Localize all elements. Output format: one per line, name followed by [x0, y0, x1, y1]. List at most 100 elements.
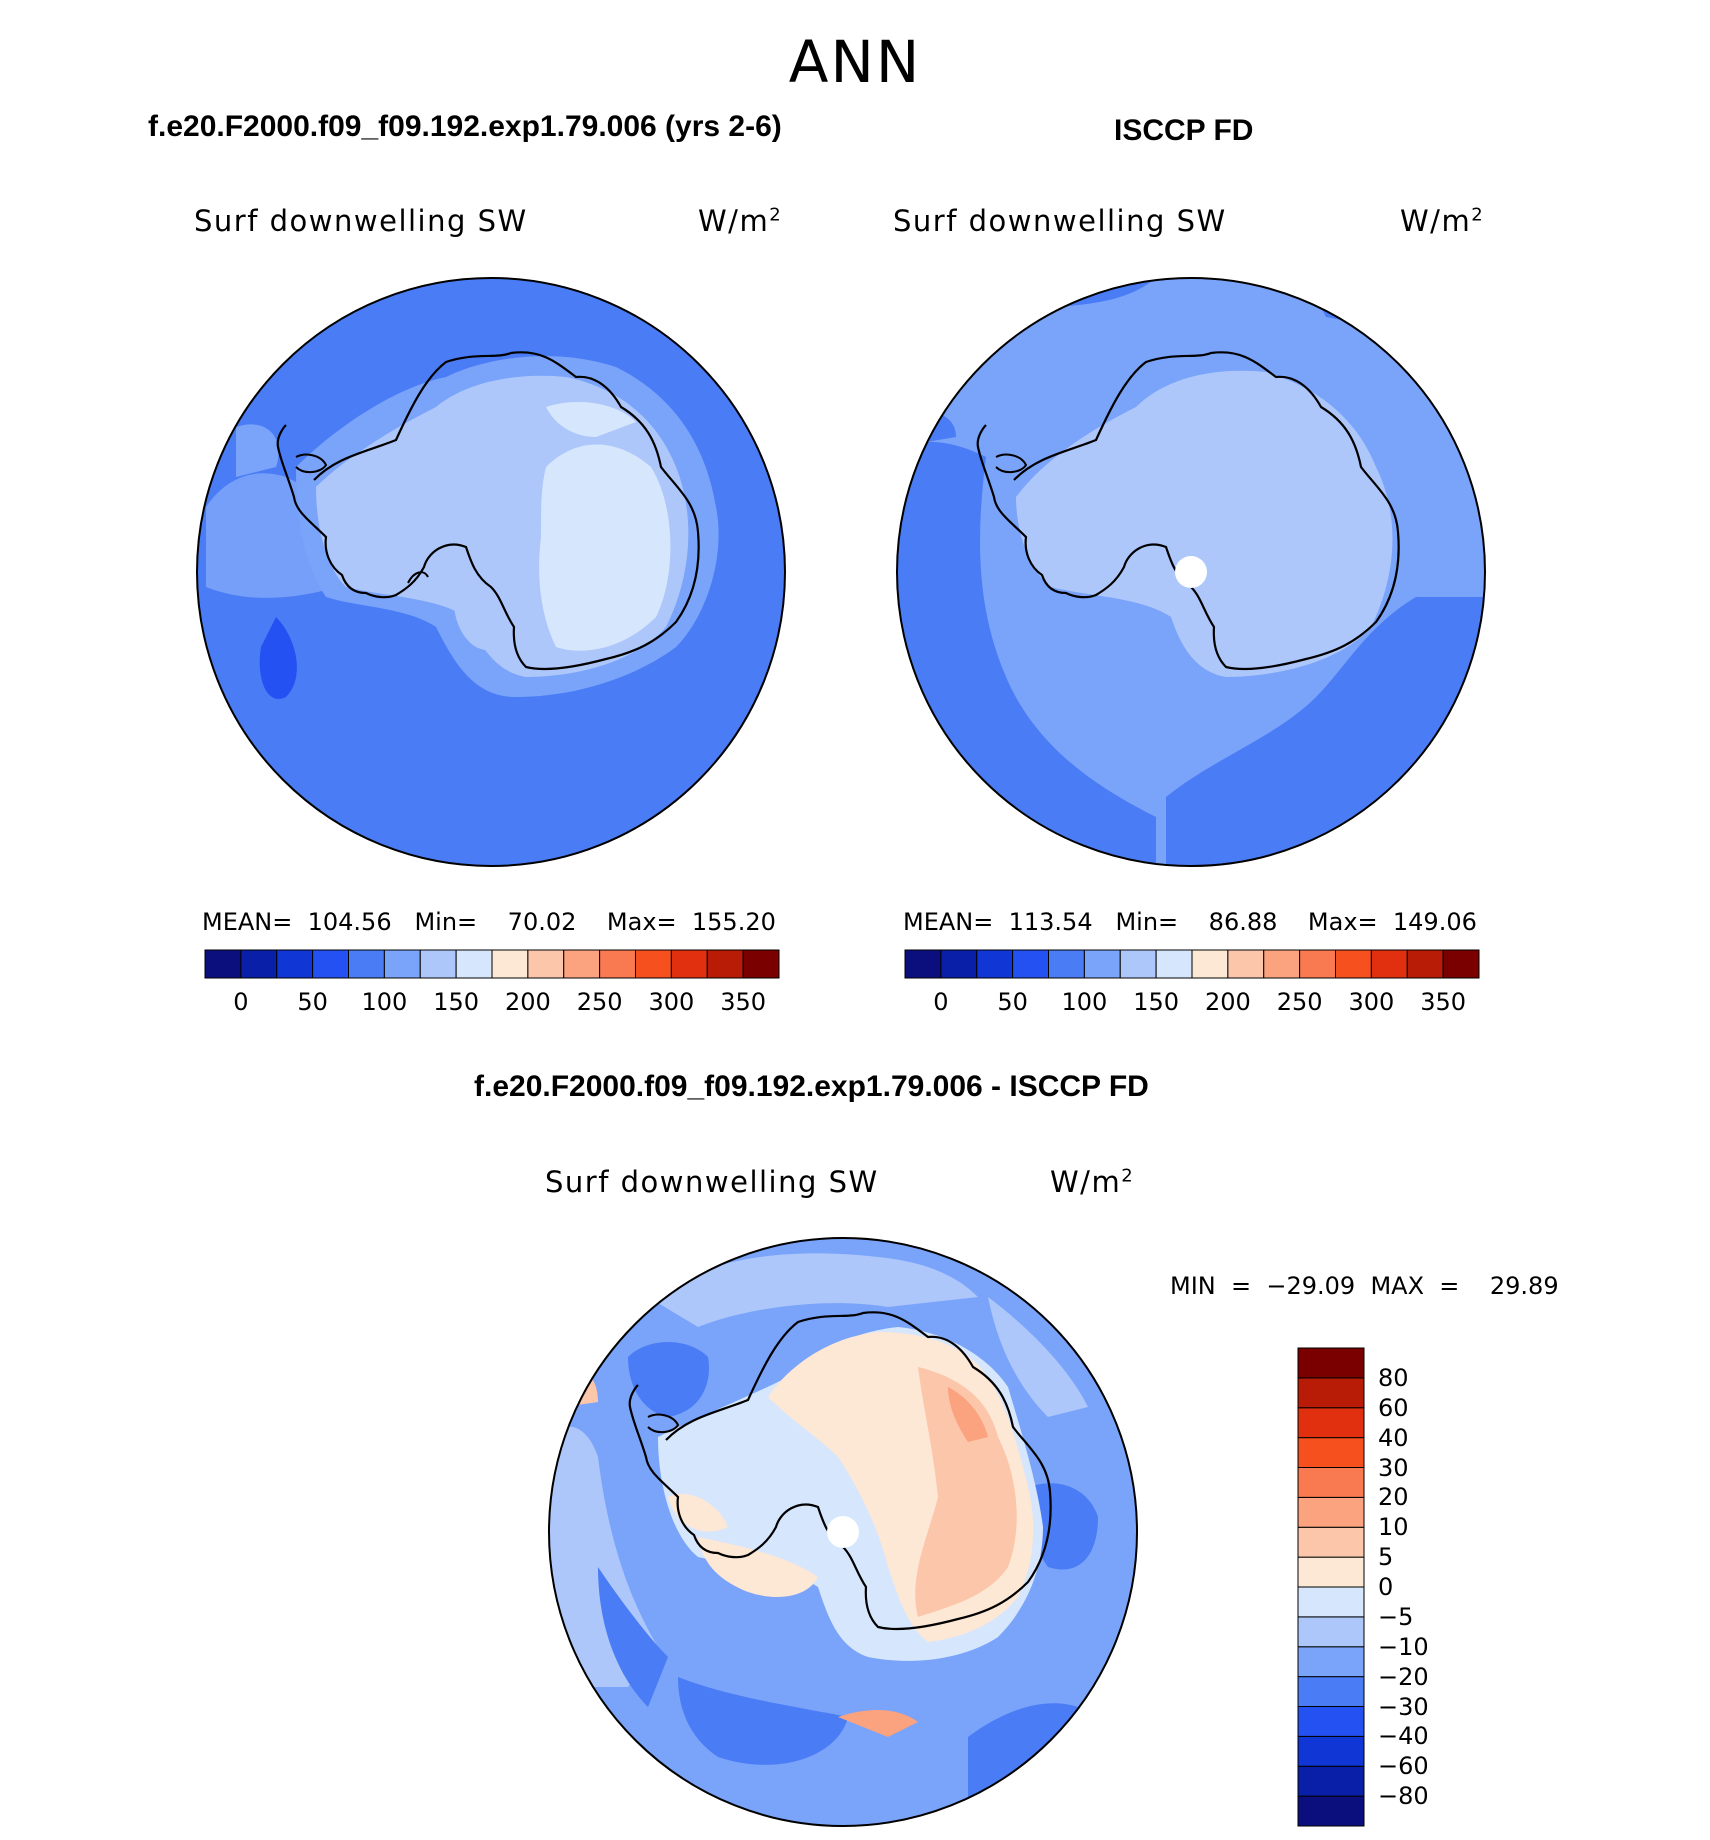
diff-colorbar-swatch: [1297, 1646, 1365, 1678]
panel1-units-label: W/m2: [698, 204, 783, 238]
panel2-colorbar-swatch: [1370, 949, 1408, 979]
panel1-colorbar-swatch: [491, 949, 529, 979]
diff-colorbar-swatch: [1297, 1407, 1365, 1439]
panel2-stats: MEAN= 113.54 Min= 86.88 Max= 149.06: [903, 908, 1477, 936]
diff-colorbar-swatch: [1297, 1556, 1365, 1588]
panel1-colorbar-swatch: [204, 949, 242, 979]
diff-colorbar-swatch: [1297, 1616, 1365, 1648]
panel1-colorbar-tick-label: 300: [648, 988, 695, 1016]
diff-units-label: W/m2: [1050, 1165, 1135, 1199]
panel1-colorbar-tick-label: 50: [297, 988, 328, 1016]
panel1-colorbar-swatch: [240, 949, 278, 979]
diff-colorbar-tick-label: −5: [1378, 1602, 1414, 1631]
diff-colorbar-swatch: [1297, 1706, 1365, 1737]
panel1-colorbar: [204, 949, 780, 979]
panel1-polar-map: [196, 277, 786, 867]
panel1-colorbar-tick-label: 350: [720, 988, 767, 1016]
diff-colorbar-swatch: [1297, 1795, 1365, 1827]
panel2-colorbar-swatch: [1406, 949, 1444, 979]
diff-polar-missing-data-hole: [827, 1516, 859, 1548]
diff-colorbar-swatch: [1297, 1586, 1365, 1618]
panel2-colorbar-swatch: [1191, 949, 1229, 979]
panel2-colorbar-tick-label: 250: [1276, 988, 1323, 1016]
diff-colorbar-tick-label: −10: [1378, 1632, 1429, 1661]
panel1-colorbar-tick-label: 200: [504, 988, 551, 1016]
diff-polar-map: [548, 1237, 1138, 1827]
diff-colorbar-ticks: −80 −60 −40 −30 −20 −10 −5 0 5 10 20 30 40 60 80: [1378, 1348, 1468, 1828]
panel1-colorbar-swatch: [312, 949, 349, 979]
panel2-colorbar-swatch: [1335, 949, 1372, 979]
diff-colorbar-tick-label: −20: [1378, 1662, 1429, 1691]
panel2-colorbar-swatch: [904, 949, 942, 979]
panel1-colorbar-ticks: 0 50 100 150 200 250 300 350: [205, 988, 779, 1018]
diff-colorbar-tick-label: −60: [1378, 1752, 1429, 1781]
panel2-colorbar-tick-label: 50: [997, 988, 1028, 1016]
diff-colorbar-tick-label: 20: [1378, 1483, 1409, 1512]
panel2-units-label: W/m2: [1400, 204, 1485, 238]
diff-colorbar-swatch: [1297, 1347, 1365, 1379]
panel1-colorbar-swatch: [276, 949, 314, 979]
diff-colorbar-tick-label: 5: [1378, 1543, 1394, 1572]
panel1-variable-label: Surf downwelling SW: [194, 204, 528, 238]
diff-variable-label: Surf downwelling SW: [545, 1165, 879, 1199]
panel1-stats: MEAN= 104.56 Min= 70.02 Max= 155.20: [202, 908, 776, 936]
panel2-colorbar-tick-label: 100: [1061, 988, 1108, 1016]
panel2-colorbar-swatch: [1263, 949, 1301, 979]
diff-colorbar-tick-label: −40: [1378, 1722, 1429, 1751]
panel1-colorbar-tick-label: 100: [361, 988, 408, 1016]
diff-colorbar-tick-label: 40: [1378, 1423, 1409, 1452]
diff-colorbar-tick-label: −80: [1378, 1782, 1429, 1811]
diff-colorbar-swatch: [1297, 1437, 1365, 1468]
panel1-colorbar-swatch: [455, 949, 493, 979]
diff-title: f.e20.F2000.f09_f09.192.exp1.79.006 - IS…: [474, 1070, 1149, 1103]
diff-colorbar-swatch: [1297, 1496, 1365, 1528]
panel2-colorbar-ticks: 0 50 100 150 200 250 300 350: [905, 988, 1479, 1018]
panel1-colorbar-tick-label: 150: [433, 988, 480, 1016]
panel1-colorbar-swatch: [635, 949, 672, 979]
diff-colorbar-swatch: [1297, 1735, 1365, 1767]
diff-colorbar-swatch: [1297, 1526, 1365, 1558]
panel1-colorbar-swatch: [599, 949, 636, 979]
panel1-colorbar-swatch: [670, 949, 708, 979]
panel2-colorbar-swatch: [1048, 949, 1085, 979]
panel1-colorbar-swatch: [742, 949, 780, 979]
diff-colorbar-swatch: [1297, 1377, 1365, 1409]
diff-colorbar-tick-label: 30: [1378, 1453, 1409, 1482]
panel2-colorbar-swatch: [976, 949, 1014, 979]
panel1-colorbar-swatch: [527, 949, 565, 979]
diff-colorbar-tick-label: −30: [1378, 1692, 1429, 1721]
panel1-colorbar-swatch: [706, 949, 744, 979]
panel2-colorbar-tick-label: 350: [1420, 988, 1467, 1016]
panel1-colorbar-swatch: [383, 949, 421, 979]
diff-colorbar-tick-label: 0: [1378, 1573, 1394, 1601]
panel2-colorbar-swatch: [1227, 949, 1265, 979]
panel2-colorbar-tick-label: 150: [1133, 988, 1180, 1016]
panel2-colorbar-swatch: [940, 949, 978, 979]
panel1-colorbar-tick-label: 0: [233, 988, 249, 1016]
panel2-colorbar-swatch: [1442, 949, 1480, 979]
panel1-colorbar-swatch: [419, 949, 457, 979]
diff-min-max: MIN = −29.09 MAX = 29.89: [1170, 1272, 1559, 1300]
panel2-colorbar: [904, 949, 1480, 979]
panel1-colorbar-swatch: [348, 949, 385, 979]
panel2-colorbar-swatch: [1155, 949, 1193, 979]
panel2-colorbar-swatch: [1299, 949, 1336, 979]
panel2-colorbar-swatch: [1119, 949, 1157, 979]
panel2-colorbar-swatch: [1083, 949, 1121, 979]
panel2-variable-label: Surf downwelling SW: [893, 204, 1227, 238]
panel1-case-title: f.e20.F2000.f09_f09.192.exp1.79.006 (yrs…: [148, 110, 782, 143]
panel1-colorbar-tick-label: 250: [576, 988, 623, 1016]
diff-colorbar-swatch: [1297, 1676, 1365, 1707]
season-title: ANN: [788, 28, 922, 96]
diff-colorbar-swatch: [1297, 1765, 1365, 1797]
panel1-colorbar-swatch: [563, 949, 601, 979]
diff-colorbar-tick-label: 80: [1378, 1363, 1409, 1392]
polar-missing-data-hole: [1175, 556, 1207, 588]
panel2-polar-map: [896, 277, 1486, 867]
diff-colorbar: [1297, 1347, 1365, 1827]
panel2-colorbar-swatch: [1012, 949, 1049, 979]
panel2-obs-title: ISCCP FD: [1114, 114, 1254, 147]
diff-colorbar-tick-label: 10: [1378, 1513, 1409, 1542]
diff-colorbar-swatch: [1297, 1467, 1365, 1498]
diff-colorbar-tick-label: 60: [1378, 1393, 1409, 1422]
